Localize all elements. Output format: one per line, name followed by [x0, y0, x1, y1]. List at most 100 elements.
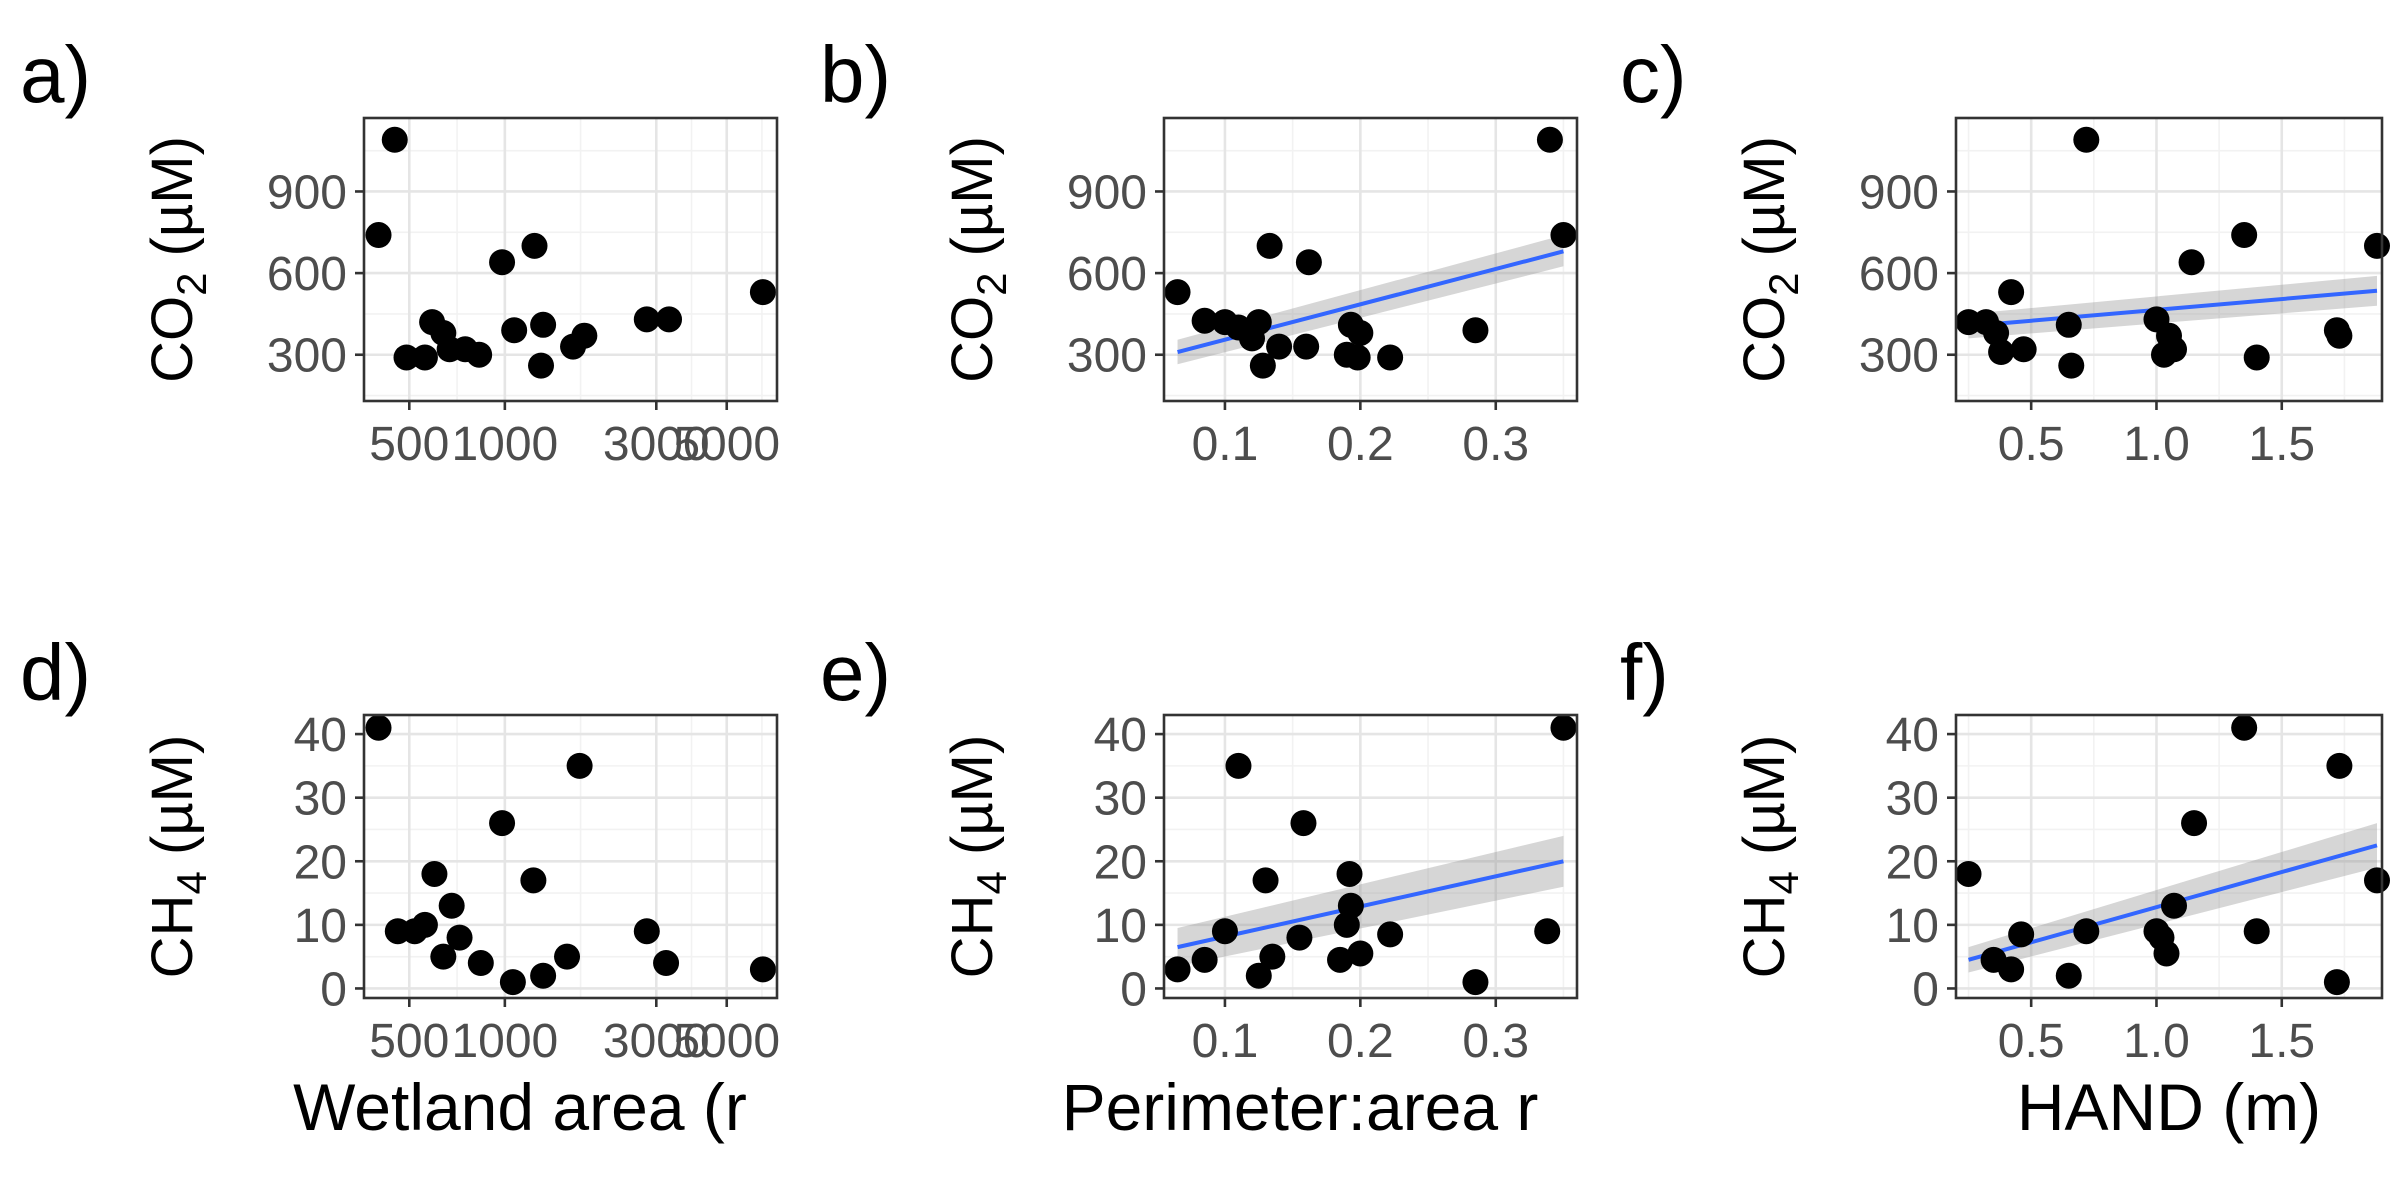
x-tick-label: 500 [369, 1015, 449, 1068]
data-point [1534, 918, 1561, 945]
confidence-band [1177, 835, 1564, 967]
data-point [1245, 309, 1272, 336]
y-tick-label: 0 [320, 963, 347, 1016]
data-point [2363, 867, 2390, 894]
data-point [2231, 222, 2258, 249]
data-point [1377, 344, 1404, 371]
y-axis-title-subscript: 2 [968, 273, 1015, 296]
y-tick-label: 30 [1094, 773, 1147, 826]
x-tick-label: 1000 [451, 418, 558, 471]
y-tick-label: 300 [267, 330, 347, 383]
data-point [1327, 946, 1354, 973]
y-axis-title-main: CO [140, 296, 205, 383]
y-tick-label: 40 [1094, 709, 1147, 762]
y-tick-label: 10 [294, 900, 347, 953]
y-tick-label: 30 [1886, 773, 1939, 826]
y-tick-label: 600 [1859, 248, 1939, 301]
data-point [365, 222, 392, 249]
y-axis-title-unit: (µM) [1732, 136, 1797, 272]
x-tick-label: 1.5 [2248, 418, 2315, 471]
y-tick-label: 0 [1912, 963, 1939, 1016]
data-point [1252, 867, 1279, 894]
y-axis-title: CO2 (µM) [1732, 136, 1807, 383]
data-point [2161, 892, 2188, 919]
y-tick-label: 20 [294, 836, 347, 889]
data-point [1259, 943, 1286, 970]
data-point [2243, 918, 2270, 945]
regression-line [1177, 859, 1564, 950]
x-axis-title: Wetland area (r [293, 1070, 747, 1144]
data-point [499, 969, 526, 996]
data-point [1191, 307, 1218, 334]
data-point [2161, 336, 2188, 363]
data-point [2323, 969, 2350, 996]
data-point [1998, 279, 2025, 306]
y-tick-label: 300 [1067, 330, 1147, 383]
data-point [1211, 918, 1238, 945]
x-tick-label: 1000 [451, 1015, 558, 1068]
data-point [2326, 752, 2353, 779]
data-point [530, 311, 557, 338]
data-point [446, 924, 473, 951]
x-tick-label: 3000 [603, 1015, 710, 1068]
x-tick-label: 3000 [603, 418, 710, 471]
y-tick-label: 0 [1120, 963, 1147, 1016]
data-point [1256, 232, 1283, 259]
panel-tag: e) [820, 628, 891, 717]
plot-frame [1162, 116, 1579, 403]
x-tick-label: 0.2 [1327, 1015, 1394, 1068]
data-point [365, 714, 392, 741]
x-tick-label: 1.5 [2248, 1015, 2315, 1068]
panel-tag: a) [20, 30, 91, 119]
y-tick-label: 300 [1859, 330, 1939, 383]
data-point [633, 918, 660, 945]
data-point [1462, 317, 1489, 344]
data-point [489, 249, 516, 276]
panel-c: 300 600 900 0.5 1.0 1.5 CO2 (µM) c) [1620, 30, 2390, 471]
y-tick-label: 20 [1094, 836, 1147, 889]
data-point [520, 867, 547, 894]
data-point [1377, 921, 1404, 948]
x-tick-label: 0.2 [1327, 418, 1394, 471]
panel-e: 0 10 20 30 40 0.1 0.2 0.3 CH4 (µM) e) Perimeter:ar… [820, 628, 1579, 1144]
y-axis-title: CO2 (µM) [940, 136, 1015, 383]
data-point [2181, 810, 2208, 837]
x-tick-label: 500 [369, 418, 449, 471]
panel-tag: d) [20, 628, 91, 717]
panel-tag: c) [1620, 30, 1687, 119]
data-point [2231, 714, 2258, 741]
data-point [749, 956, 776, 983]
data-point [1293, 333, 1320, 360]
y-tick-label: 40 [294, 709, 347, 762]
data-point [438, 892, 465, 919]
x-tick-label: 0.3 [1462, 418, 1529, 471]
y-axis-title: CH4 (µM) [1732, 735, 1807, 979]
data-point [1955, 860, 1982, 887]
data-point [411, 344, 438, 371]
plot-frame [1954, 713, 2384, 1000]
data-point [1988, 339, 2015, 366]
regression-line [1968, 288, 2378, 329]
y-axis-title-unit: (µM) [140, 136, 205, 272]
data-point [2243, 344, 2270, 371]
plot-frame [362, 116, 779, 403]
x-tick-label: 0.3 [1462, 1015, 1529, 1068]
data-point [2010, 336, 2037, 363]
data-point [421, 860, 448, 887]
plot-frame [1954, 116, 2384, 403]
data-point [411, 911, 438, 938]
data-point [1336, 860, 1363, 887]
data-point [393, 344, 420, 371]
data-point [1249, 352, 1276, 379]
y-axis-title-unit: (µM) [940, 136, 1005, 272]
data-point [489, 810, 516, 837]
data-point [2073, 126, 2100, 153]
x-tick-label: 1.0 [2123, 1015, 2190, 1068]
data-point [430, 943, 457, 970]
data-point [2055, 962, 2082, 989]
y-tick-label: 600 [267, 248, 347, 301]
data-point [1347, 940, 1374, 967]
data-point [521, 232, 548, 259]
x-tick-label: 1.0 [2123, 418, 2190, 471]
